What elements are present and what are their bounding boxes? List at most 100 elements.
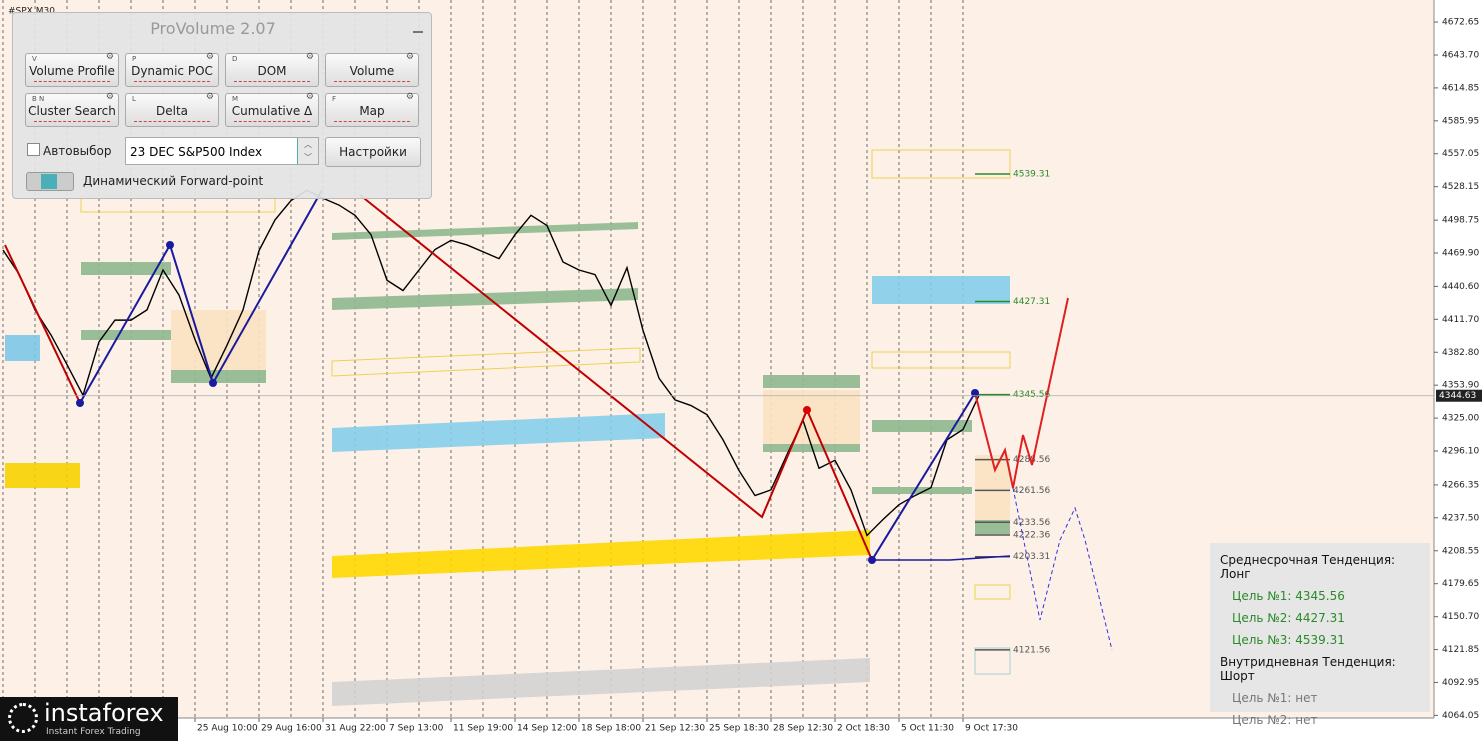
logo: instaforex Instant Forex Trading: [0, 697, 178, 741]
zone: [171, 370, 266, 383]
gear: ⚙: [105, 92, 114, 102]
info-box: Среднесрочная Тенденция: Лонг Цель №1: 43…: [1210, 543, 1430, 727]
trend-target: Цель №2: 4427.31: [1232, 611, 1345, 625]
zone: [871, 149, 1011, 179]
logo-name: instaforex: [44, 699, 164, 727]
level-label: 4222.36: [1013, 531, 1050, 541]
y-tick-label: 4585.95: [1442, 116, 1479, 126]
price-line: [2, 189, 980, 537]
button-label: Cumulative Δ: [231, 104, 313, 118]
y-tick-label: 4064.05: [1442, 711, 1479, 721]
zone: [81, 262, 171, 275]
x-tick-label: 9 Oct 17:30: [965, 724, 1018, 734]
pivot: [76, 399, 84, 407]
y-tick-label: 4092.95: [1442, 678, 1479, 688]
pivot: [166, 241, 174, 249]
level-label: 4203.31: [1013, 552, 1050, 562]
zone: [872, 276, 1010, 304]
pivot: [868, 556, 876, 564]
y-tick-label: 4614.85: [1442, 83, 1479, 93]
dropdown[interactable]: 23 DEC S&P500 Index ︿ ﹀: [125, 137, 319, 165]
button-label: DOM: [257, 64, 287, 78]
indicator: [334, 81, 410, 82]
tool-button[interactable]: V ⚙ Volume Profile: [25, 52, 119, 87]
zone: [5, 335, 40, 361]
button-label: Volume Profile: [29, 64, 115, 78]
tool-button[interactable]: ⚙ Volume: [325, 52, 419, 87]
tool-button[interactable]: M ⚙ Cumulative Δ: [225, 92, 319, 127]
y-tick-label: 4179.65: [1442, 579, 1479, 589]
wave-up: [79, 189, 323, 404]
support-line: [872, 555, 1011, 561]
trend-target: Цель №2: нет: [1232, 713, 1318, 727]
trend-heading: Внутридневная Тенденция: Шорт: [1220, 655, 1396, 683]
y-tick-label: 4498.75: [1442, 216, 1479, 226]
level-label: 4288.56: [1013, 455, 1050, 465]
logo-tagline: Instant Forex Trading: [46, 727, 141, 737]
indicator: [34, 121, 110, 122]
y-tick-label: 4672.65: [1442, 18, 1479, 28]
trend-target: Цель №1: нет: [1232, 691, 1318, 705]
checkbox[interactable]: Автовыбор: [27, 143, 112, 158]
level-label: 4233.56: [1013, 518, 1050, 528]
x-tick-label: 5 Oct 11:30: [901, 724, 954, 734]
zone: [763, 375, 860, 388]
tool-button[interactable]: D ⚙ DOM: [225, 52, 319, 87]
toggle-label: Динамический Forward-point: [83, 174, 264, 188]
zone: [332, 413, 665, 452]
hotkey: B N: [32, 95, 45, 103]
zone: [332, 222, 638, 240]
settings-button[interactable]: Настройки: [325, 137, 421, 167]
wave-down: [4, 244, 81, 404]
zone: [974, 647, 1011, 675]
tool-button[interactable]: F ⚙ Map: [325, 92, 419, 127]
zone: [974, 584, 1011, 600]
trend-target: Цель №3: 4539.31: [1232, 633, 1345, 647]
y-tick-label: 4121.85: [1442, 645, 1479, 655]
button-label: Cluster Search: [28, 104, 116, 118]
y-tick-label: 4643.70: [1442, 51, 1479, 61]
button-label: Delta: [155, 104, 188, 118]
wave-up: [871, 392, 976, 561]
waves: [4, 189, 1113, 651]
tool-button[interactable]: B N ⚙ Cluster Search: [25, 92, 119, 127]
trend-group: Внутридневная Тенденция: Шорт Цель №1: не…: [1210, 651, 1430, 731]
gear: ⚙: [305, 92, 314, 102]
gear: ⚙: [305, 52, 314, 62]
x-tick-label: 11 Sep 19:00: [453, 724, 513, 734]
x-tick-label: 21 Sep 12:30: [645, 724, 705, 734]
gear: ⚙: [205, 52, 214, 62]
button-label: Настройки: [339, 145, 407, 159]
indicator: [134, 81, 210, 82]
zone: [872, 420, 972, 432]
minimize[interactable]: [413, 23, 423, 33]
y-tick-label: 4440.60: [1442, 282, 1479, 292]
provolume-panel: ProVolume 2.07 V ⚙ Volume Profile P ⚙ Dynamic…: [12, 12, 432, 199]
y-tick-label: 4208.55: [1442, 546, 1479, 556]
tool-button[interactable]: L ⚙ Delta: [125, 92, 219, 127]
gear: ⚙: [405, 92, 414, 102]
toggle[interactable]: [26, 172, 74, 191]
y-tick-label: 4557.05: [1442, 149, 1479, 159]
price-layer: 4539.31 4427.31 4345.56 4288.56 4261.56 4233.…: [2, 169, 1050, 655]
hotkey: V: [32, 55, 37, 63]
hotkey: P: [132, 55, 137, 63]
x-tick-label: 25 Aug 10:00: [197, 724, 258, 734]
pivot: [971, 389, 979, 397]
pivot: [803, 406, 811, 414]
button-label: Map: [359, 104, 385, 118]
y-tick-label: 4237.50: [1442, 513, 1479, 523]
y-tick-label: 4382.80: [1442, 348, 1479, 358]
zone: [331, 347, 641, 377]
x-tick-label: 2 Oct 18:30: [837, 724, 890, 734]
x-tick-label: 31 Aug 22:00: [325, 724, 386, 734]
y-tick-label: 4528.15: [1442, 182, 1479, 192]
hotkey: D: [232, 55, 238, 63]
forecast-down: [1012, 487, 1113, 651]
zone: [332, 658, 870, 706]
indicator: [334, 121, 410, 122]
wave-down: [359, 194, 873, 561]
tool-button[interactable]: P ⚙ Dynamic POC: [125, 52, 219, 87]
dropdown-value: 23 DEC S&P500 Index: [130, 145, 263, 159]
